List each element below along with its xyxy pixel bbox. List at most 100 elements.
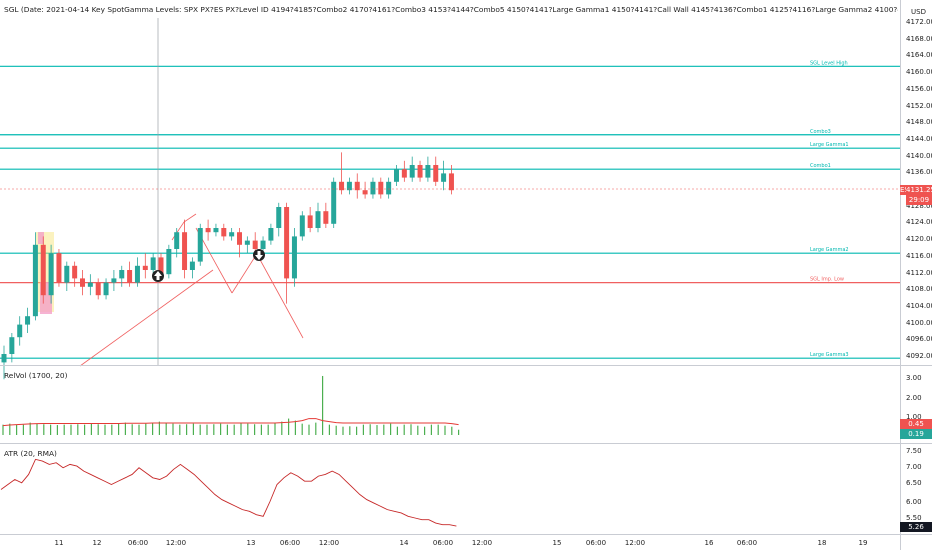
candle-body: [221, 228, 227, 237]
price-candles[interactable]: [1, 152, 454, 380]
candle-body: [80, 278, 85, 287]
candle-body: [346, 181, 352, 191]
time-axis-label: 12: [92, 539, 102, 547]
bar-countdown: 29:09: [906, 195, 932, 205]
time-axis-border: [0, 534, 932, 535]
price-axis-label: 4164.00: [906, 51, 932, 60]
time-axis-label: 19: [858, 539, 868, 547]
candle-body: [9, 337, 15, 354]
candle-body: [409, 165, 415, 178]
candle-body: [40, 244, 46, 296]
candle-body: [378, 181, 384, 195]
time-axis-label: 11: [54, 539, 64, 547]
atr-axis-label: 6.00: [906, 498, 922, 506]
level-label: Large Gamma2: [810, 247, 849, 253]
price-axis-label: 4112.00: [906, 268, 932, 277]
time-axis-label: 12:00: [624, 539, 646, 547]
candle-body: [1, 354, 7, 363]
candle-body: [229, 232, 235, 237]
candle-body: [205, 228, 211, 233]
price-axis-label: 4168.00: [906, 34, 932, 43]
price-axis-label: 4108.00: [906, 285, 932, 294]
candle-body: [95, 282, 101, 296]
candle-body: [174, 232, 180, 249]
candle-body: [260, 240, 266, 249]
pane-divider[interactable]: [0, 443, 932, 444]
atr-axis-label: 6.50: [906, 479, 922, 487]
candle-body: [103, 282, 109, 296]
candle-body: [182, 232, 188, 270]
price-axis-label: 4124.00: [906, 218, 932, 227]
candle-body: [72, 265, 78, 279]
candle-body: [119, 270, 125, 279]
candle-body: [448, 173, 454, 191]
relvol-axis-label: 1.00: [906, 413, 922, 421]
price-axis-label: 4144.00: [906, 134, 932, 143]
atr-axis-label: 7.00: [906, 463, 922, 471]
time-axis-label: 15: [552, 539, 562, 547]
time-axis-label: 06:00: [585, 539, 607, 547]
candle-body: [268, 228, 274, 241]
candle-body: [323, 211, 329, 224]
candle-body: [354, 181, 360, 191]
candle-body: [244, 240, 250, 245]
price-axis-label: 4096.00: [906, 335, 932, 344]
atr-pane[interactable]: [0, 458, 457, 527]
price-axis-label: 4148.00: [906, 118, 932, 127]
candle-body: [56, 253, 62, 283]
candle-body: [48, 253, 54, 296]
candle-body: [307, 215, 313, 228]
candle-body: [150, 257, 156, 270]
candle-body: [134, 265, 140, 283]
price-axis-label: 4172.00: [906, 18, 932, 26]
candle-body: [237, 232, 242, 245]
candle-body: [441, 173, 447, 182]
relvol-axis-label: 3.00: [906, 374, 922, 382]
candle-body: [425, 165, 431, 178]
price-axis-label: 4136.00: [906, 168, 932, 177]
candle-body: [32, 244, 38, 317]
atr-value-tag: 5.26: [900, 522, 932, 532]
time-axis-label: 13: [246, 539, 256, 547]
time-axis-label: 12:00: [165, 539, 187, 547]
candle-body: [189, 261, 195, 270]
atr-axis-label: 7.50: [906, 447, 922, 455]
candle-body: [197, 228, 203, 262]
indicator-legend-sgl[interactable]: SGL (Date: 2021-04-14 Key SpotGamma Leve…: [4, 5, 898, 14]
arrow-up-icon[interactable]: [152, 270, 164, 282]
atr-line: [0, 458, 457, 527]
indicator-legend-atr[interactable]: ATR (20, RMA): [4, 449, 57, 458]
candle-body: [339, 181, 345, 191]
price-axis-label: 4100.00: [906, 318, 932, 327]
candle-body: [417, 165, 423, 178]
candle-body: [276, 207, 282, 228]
candle-body: [87, 282, 93, 287]
candle-body: [299, 215, 305, 237]
indicator-legend-relvol[interactable]: RelVol (1700, 20): [4, 371, 68, 380]
candle-body: [401, 169, 407, 178]
last-price-tag: 4131.25: [906, 185, 932, 195]
candle-body: [370, 181, 376, 195]
time-axis-label: 06:00: [736, 539, 758, 547]
arrow-down-icon[interactable]: [253, 249, 265, 261]
key-levels: SGL Level High Combo3 Large Gamma1 Combo1 La…: [0, 60, 900, 359]
candle-body: [213, 228, 219, 233]
price-axis-label: 4160.00: [906, 68, 932, 77]
candle-body: [433, 165, 439, 182]
candle-body: [284, 207, 290, 279]
pane-divider[interactable]: [0, 365, 932, 366]
currency-label[interactable]: USD: [911, 8, 926, 16]
time-axis-label: 06:00: [279, 539, 301, 547]
price-axis-label: 4152.00: [906, 101, 932, 110]
time-axis-label: 18: [817, 539, 827, 547]
level-label: Large Gamma1: [810, 142, 849, 148]
candle-body: [315, 211, 321, 228]
relvol-axis-label: 2.00: [906, 394, 922, 402]
relvol-pane[interactable]: [2, 375, 460, 435]
price-axis-label: 4156.00: [906, 84, 932, 93]
candle-body: [386, 181, 392, 195]
level-label: Combo3: [810, 129, 831, 135]
price-axis-label: 4116.00: [906, 251, 932, 260]
